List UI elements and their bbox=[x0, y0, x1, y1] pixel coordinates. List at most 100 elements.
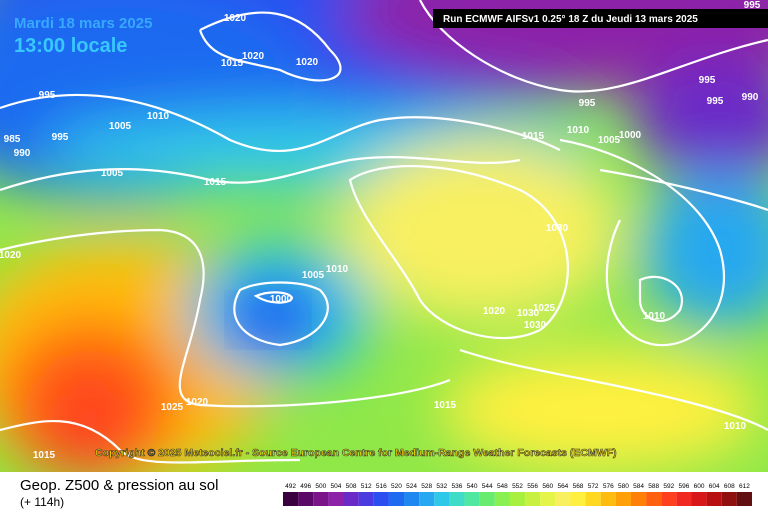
isobar-label: 1010 bbox=[567, 125, 590, 136]
isobar-label: 1020 bbox=[483, 306, 506, 317]
isobar-label: 1025 bbox=[161, 402, 184, 413]
legend-label: 580 bbox=[618, 483, 629, 490]
colorbar: 492 496 500 504 508 512 516 520 524 528 532 536 540 5… bbox=[283, 483, 752, 506]
color-swatch bbox=[464, 492, 480, 506]
isobar-label: 1030 bbox=[517, 308, 540, 319]
isobar-label: 985 bbox=[4, 134, 21, 145]
legend-label: 524 bbox=[406, 483, 417, 490]
legend-label: 492 bbox=[285, 483, 296, 490]
footer-title: Geop. Z500 & pression au sol bbox=[20, 477, 218, 494]
legend-label: 560 bbox=[542, 483, 553, 490]
legend-label: 572 bbox=[588, 483, 599, 490]
legend-label: 600 bbox=[694, 483, 705, 490]
color-swatch bbox=[283, 492, 299, 506]
isobar-label: 1010 bbox=[326, 264, 349, 275]
footer-step: (+ 114h) bbox=[20, 495, 64, 509]
isobar-label: 995 bbox=[579, 98, 596, 109]
legend-label: 540 bbox=[467, 483, 478, 490]
color-swatch bbox=[509, 492, 526, 506]
color-swatch bbox=[343, 492, 359, 506]
isobar bbox=[419, 0, 768, 93]
color-swatch bbox=[419, 492, 435, 506]
legend-label: 544 bbox=[482, 483, 493, 490]
legend-label: 588 bbox=[648, 483, 659, 490]
isobar-label: 1005 bbox=[101, 168, 124, 179]
isobar-label: 1020 bbox=[186, 397, 209, 408]
color-swatch bbox=[449, 492, 465, 506]
isobar bbox=[559, 138, 726, 347]
isobar bbox=[599, 168, 768, 212]
isobar bbox=[0, 420, 301, 464]
color-swatch bbox=[600, 492, 616, 506]
legend-label: 508 bbox=[346, 483, 357, 490]
isobar-label: 990 bbox=[742, 92, 759, 103]
isobar-label: 1020 bbox=[296, 57, 319, 68]
isobar-label: 1025 bbox=[533, 303, 556, 314]
isobar-label: 990 bbox=[14, 148, 31, 159]
legend-label: 516 bbox=[376, 483, 387, 490]
color-swatch bbox=[646, 492, 662, 506]
isobar-label: 995 bbox=[707, 96, 724, 107]
isobar-label: 1000 bbox=[270, 294, 293, 305]
color-swatch bbox=[691, 492, 707, 506]
legend-label: 608 bbox=[724, 483, 735, 490]
isobar-label: 995 bbox=[744, 0, 761, 11]
legend-label: 592 bbox=[663, 483, 674, 490]
isobar-label: 995 bbox=[699, 75, 716, 86]
isobar-label: 1015 bbox=[33, 450, 56, 461]
legend-label: 604 bbox=[709, 483, 720, 490]
color-swatch bbox=[540, 492, 556, 506]
color-swatch bbox=[434, 492, 450, 506]
color-swatch bbox=[298, 492, 314, 506]
legend-label: 496 bbox=[300, 483, 311, 490]
run-box bbox=[433, 9, 768, 28]
color-swatch bbox=[661, 492, 677, 506]
isobar bbox=[253, 291, 294, 304]
isobar-label: 1010 bbox=[643, 311, 666, 322]
color-swatch bbox=[721, 492, 737, 506]
legend-label: 512 bbox=[361, 483, 372, 490]
isobar bbox=[0, 156, 521, 192]
legend-label: 568 bbox=[573, 483, 584, 490]
legend-label: 552 bbox=[512, 483, 523, 490]
isobar-label: 1005 bbox=[598, 135, 621, 146]
color-swatch bbox=[555, 492, 571, 506]
isobar bbox=[198, 11, 342, 82]
isobar-label: 1005 bbox=[302, 270, 325, 281]
isobar-label: 1010 bbox=[724, 421, 747, 432]
isobar-label: 995 bbox=[52, 132, 69, 143]
color-swatch bbox=[570, 492, 586, 506]
isobar-label: 1000 bbox=[619, 130, 642, 141]
legend-label: 532 bbox=[436, 483, 447, 490]
color-swatch bbox=[585, 492, 601, 506]
run-info: Run ECMWF AIFSv1 0.25° 18 Z du Jeudi 13 … bbox=[443, 14, 698, 25]
color-swatch bbox=[615, 492, 631, 506]
isobar-label: 1030 bbox=[546, 223, 569, 234]
isobar bbox=[638, 275, 683, 322]
color-swatch bbox=[630, 492, 647, 506]
field bbox=[0, 0, 768, 472]
legend-label: 528 bbox=[421, 483, 432, 490]
legend-label: 536 bbox=[452, 483, 463, 490]
color-swatch bbox=[373, 492, 389, 506]
isobar-label: 1010 bbox=[147, 111, 170, 122]
legend-label: 612 bbox=[739, 483, 750, 490]
legend-label: 576 bbox=[603, 483, 614, 490]
color-swatch bbox=[358, 492, 374, 506]
color-swatch bbox=[404, 492, 420, 506]
isobar bbox=[459, 348, 768, 431]
isobar-label: 1020 bbox=[0, 250, 22, 261]
copyright: Copyright © 2025 Meteociel.fr - Source E… bbox=[95, 447, 617, 459]
time: 13:00 locale bbox=[14, 35, 127, 57]
legend-label: 596 bbox=[678, 483, 689, 490]
color-swatch bbox=[313, 492, 329, 506]
isobar bbox=[0, 93, 561, 153]
color-swatch bbox=[388, 492, 405, 506]
legend-label: 520 bbox=[391, 483, 402, 490]
isobar-label: 1020 bbox=[224, 13, 247, 24]
isobar-label: 1015 bbox=[204, 177, 227, 188]
isobar-label: 1015 bbox=[221, 58, 244, 69]
isobar-label: 1030 bbox=[524, 320, 547, 331]
